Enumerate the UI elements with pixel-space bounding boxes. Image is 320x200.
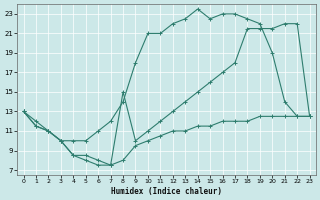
X-axis label: Humidex (Indice chaleur): Humidex (Indice chaleur) [111, 187, 222, 196]
